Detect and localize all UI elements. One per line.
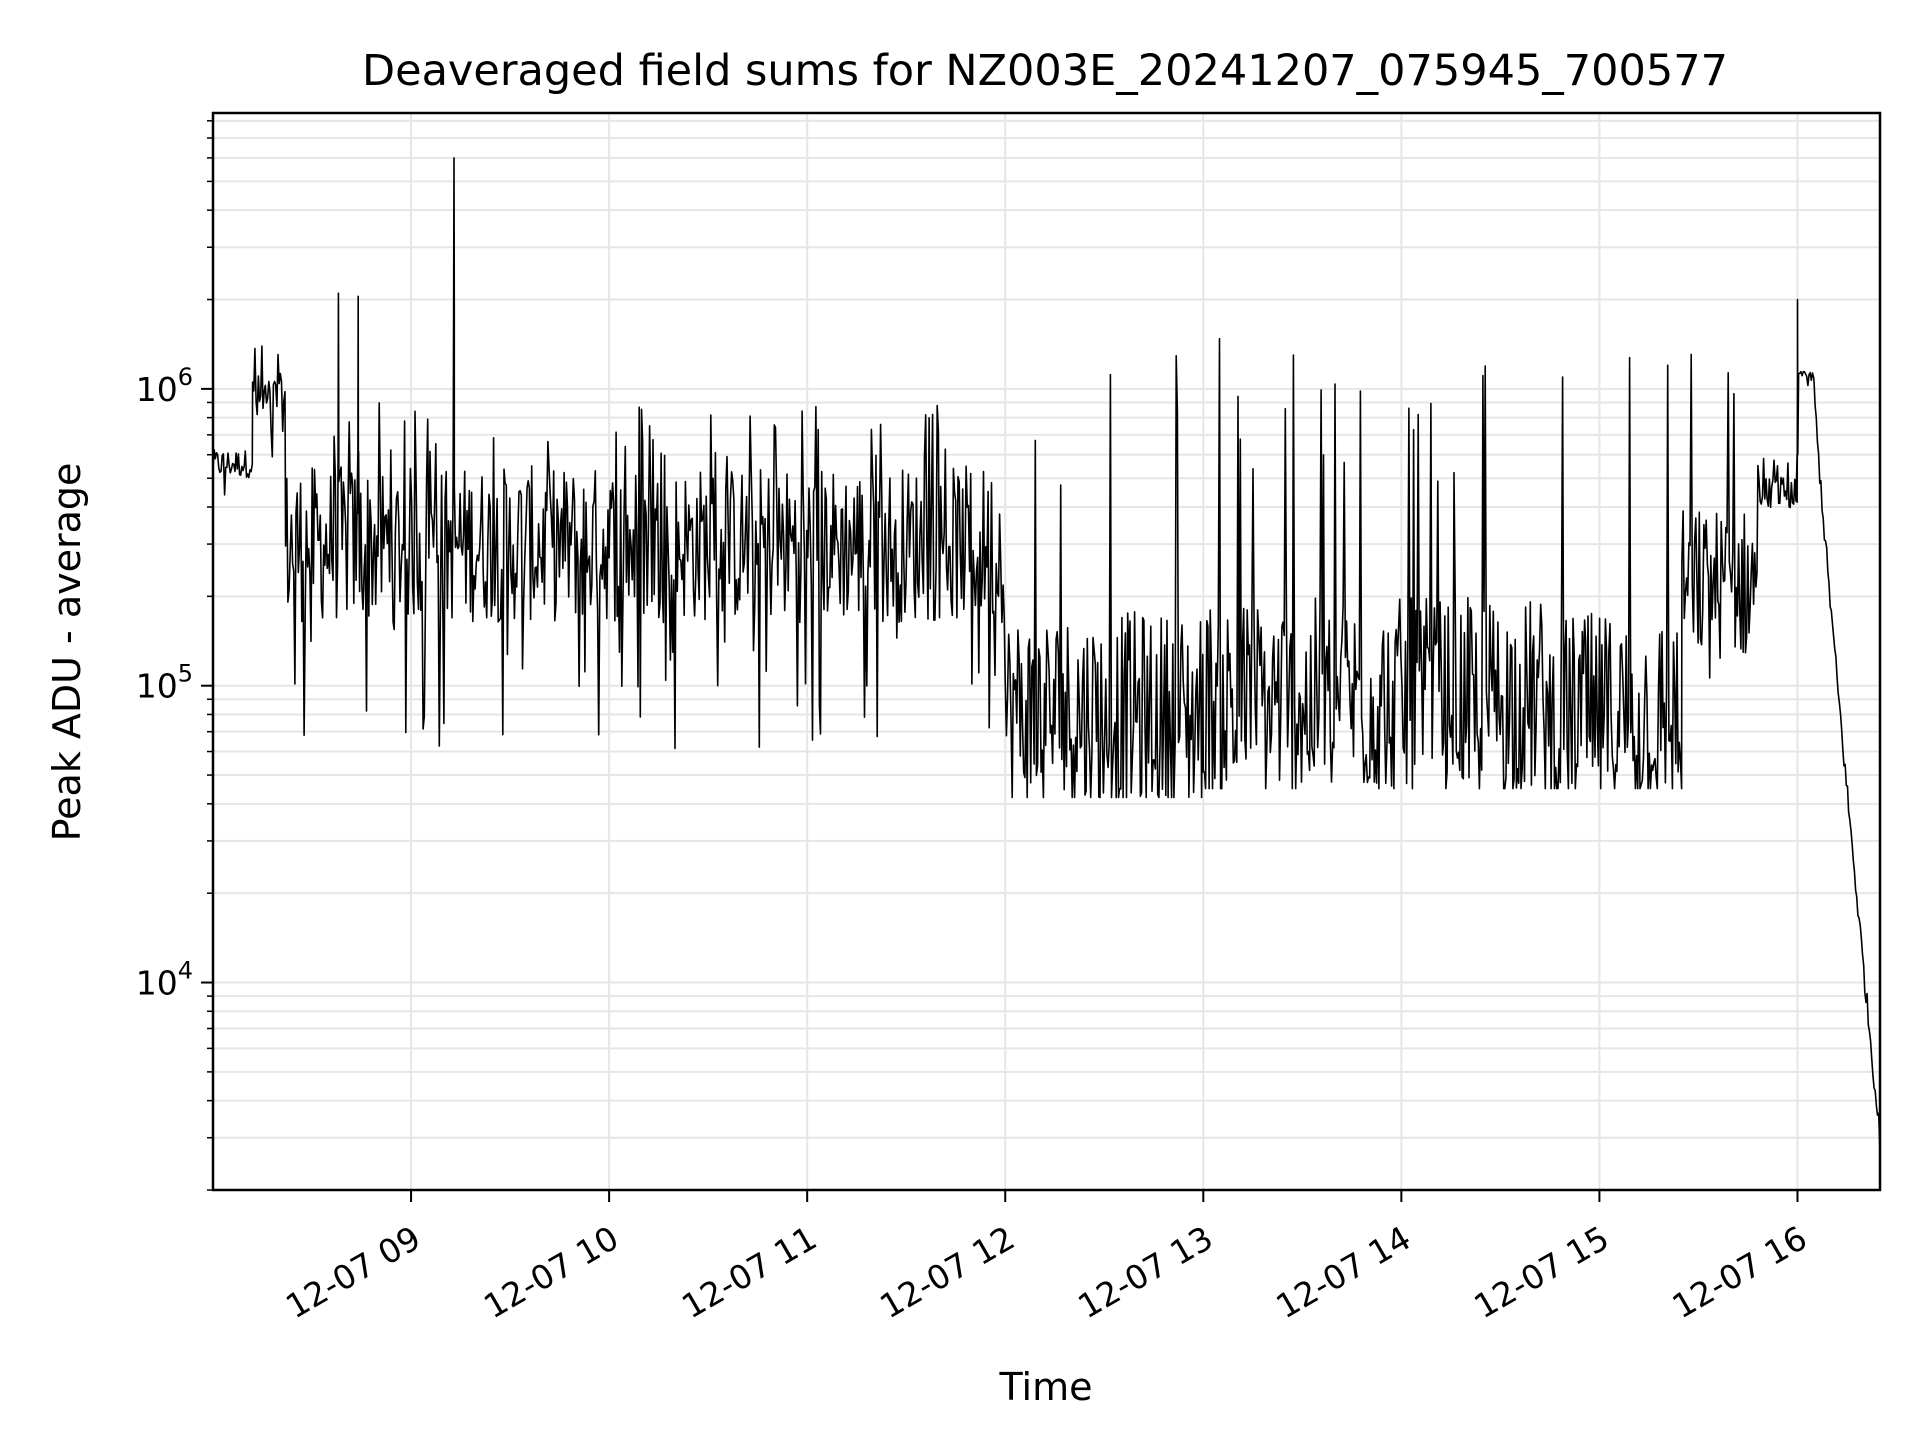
- y-tick-label: 105: [136, 660, 193, 706]
- y-axis: 104 105 106: [136, 120, 213, 1191]
- y-tick-label: 106: [136, 363, 193, 409]
- chart-title: Deaveraged field sums for NZ003E_2024120…: [362, 46, 1728, 96]
- plot-frame: [211, 111, 1882, 1192]
- x-axis-label: Time: [999, 1365, 1093, 1409]
- y-axis-label: Peak ADU - average: [45, 463, 89, 842]
- y-tick-label: 104: [136, 957, 193, 1003]
- series-line: [213, 157, 1880, 1148]
- grid: [213, 113, 1880, 1191]
